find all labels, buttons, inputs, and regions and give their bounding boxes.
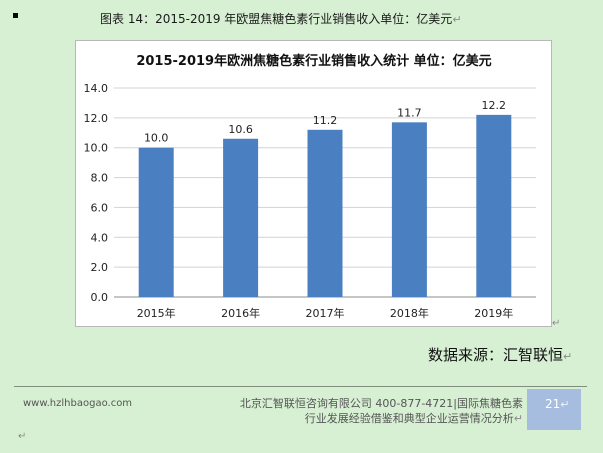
footer-company-line-2-text: 行业发展经验借鉴和典型企业运营情况分析 [304, 412, 514, 425]
bar-value-label: 12.2 [482, 99, 507, 112]
y-tick-label: 8.0 [91, 172, 109, 185]
footer-divider [14, 386, 587, 387]
y-tick-label: 0.0 [91, 291, 109, 304]
x-tick-label: 2017年 [306, 306, 345, 320]
footer-company-info: 北京汇智联恒咨询有限公司 400-877-4721|国际焦糖色素 行业发展经验借… [198, 396, 523, 426]
frame-paragraph-mark: ↵ [552, 318, 561, 329]
bar [138, 147, 174, 297]
page-number-box: 21↵ [527, 389, 581, 430]
footer-company-line-2: 行业发展经验借鉴和典型企业运营情况分析↵ [198, 411, 523, 426]
x-tick-label: 2019年 [474, 306, 513, 320]
bullet-marker [13, 13, 18, 18]
bar [476, 114, 512, 297]
bar-value-label: 11.2 [313, 114, 338, 127]
bar [307, 129, 343, 297]
source-paragraph-mark: ↵ [563, 350, 573, 363]
y-tick-label: 4.0 [91, 231, 109, 244]
bottom-paragraph-mark: ↵ [18, 431, 27, 442]
y-tick-label: 2.0 [91, 261, 109, 274]
source-note: 数据来源：汇智联恒↵ [428, 344, 572, 365]
bar-value-label: 10.0 [144, 132, 169, 145]
chart-title: 2015-2019年欧洲焦糖色素行业销售收入统计 单位：亿美元 [136, 53, 491, 69]
page-number-mark: ↵ [560, 398, 570, 411]
footer-website: www.hzlhbaogao.com [23, 398, 133, 409]
y-tick-label: 12.0 [84, 112, 109, 125]
x-tick-label: 2015年 [137, 306, 176, 320]
bar [391, 122, 427, 297]
y-tick-label: 14.0 [84, 82, 109, 95]
footer-company-line-1: 北京汇智联恒咨询有限公司 400-877-4721|国际焦糖色素 [239, 397, 523, 410]
figure-caption: 图表 14：2015-2019 年欧盟焦糖色素行业销售收入单位：亿美元↵ [100, 10, 520, 27]
y-tick-label: 6.0 [91, 201, 109, 214]
bar-value-label: 10.6 [228, 123, 253, 136]
x-tick-label: 2016年 [221, 306, 260, 320]
figure-caption-text: 图表 14：2015-2019 年欧盟焦糖色素行业销售收入单位：亿美元 [100, 12, 453, 26]
caption-paragraph-mark: ↵ [452, 13, 462, 26]
bar [223, 138, 259, 297]
footer-paragraph-mark: ↵ [513, 412, 523, 425]
x-tick-label: 2018年 [390, 306, 429, 320]
page-number: 21 [545, 397, 561, 411]
source-note-text: 数据来源：汇智联恒 [428, 346, 564, 364]
bar-chart: 2015-2019年欧洲焦糖色素行业销售收入统计 单位：亿美元 0.0 2.0 4.0… [84, 53, 536, 320]
chart-frame: 2015-2019年欧洲焦糖色素行业销售收入统计 单位：亿美元 0.0 2.0 4.0… [75, 40, 552, 327]
bar-value-label: 11.7 [397, 106, 422, 119]
y-tick-label: 10.0 [84, 142, 109, 155]
